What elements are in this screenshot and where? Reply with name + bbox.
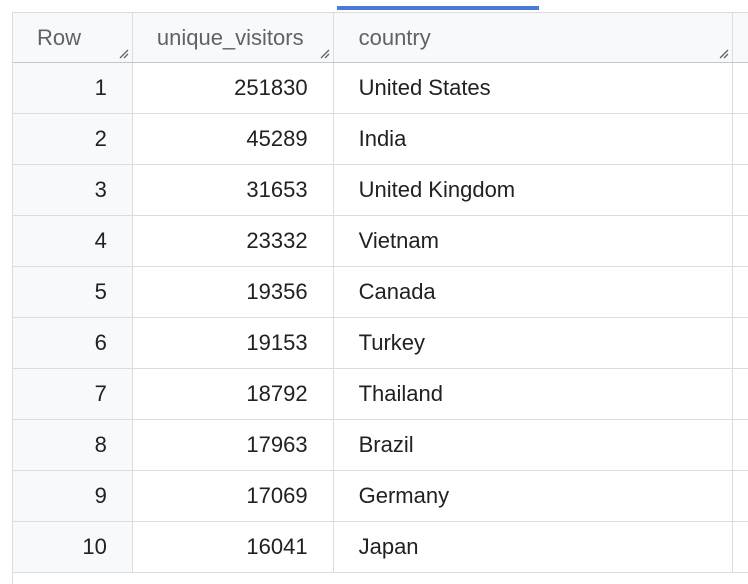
table-footer-strip (12, 573, 748, 584)
unique-visitors-cell[interactable]: 31653 (133, 165, 334, 215)
unique-visitors-cell[interactable]: 45289 (133, 114, 334, 164)
unique-visitors-cell[interactable]: 16041 (133, 522, 334, 572)
unique-visitors-cell[interactable]: 23332 (133, 216, 334, 266)
country-cell[interactable]: United Kingdom (334, 165, 734, 215)
table-row: 1 251830 United States (13, 63, 748, 114)
column-header-unique-visitors[interactable]: unique_visitors (132, 13, 334, 62)
column-header-country[interactable]: country (333, 13, 734, 62)
resize-handle-icon[interactable] (717, 47, 729, 59)
country-cell[interactable]: Turkey (334, 318, 734, 368)
active-tab-indicator (337, 6, 539, 10)
column-header-label: Row (37, 24, 82, 50)
row-edge (733, 318, 748, 368)
row-number-cell: 2 (13, 114, 133, 164)
row-edge (733, 114, 748, 164)
left-gutter (0, 0, 12, 584)
resize-handle-icon[interactable] (318, 47, 330, 59)
row-number-cell: 4 (13, 216, 133, 266)
table-row: 7 18792 Thailand (13, 369, 748, 420)
country-cell[interactable]: Canada (334, 267, 734, 317)
table-row: 5 19356 Canada (13, 267, 748, 318)
row-edge (733, 369, 748, 419)
row-edge (733, 165, 748, 215)
country-cell[interactable]: United States (334, 63, 734, 113)
row-edge (733, 471, 748, 521)
country-cell[interactable]: Japan (334, 522, 734, 572)
country-cell[interactable]: Germany (334, 471, 734, 521)
table-row: 9 17069 Germany (13, 471, 748, 522)
row-number-cell: 3 (13, 165, 133, 215)
table-header-row: Row unique_visitors country (13, 13, 748, 63)
row-edge (733, 63, 748, 113)
row-number-cell: 5 (13, 267, 133, 317)
table-row: 10 16041 Japan (13, 522, 748, 573)
unique-visitors-cell[interactable]: 17069 (133, 471, 334, 521)
country-cell[interactable]: Vietnam (334, 216, 734, 266)
resize-handle-icon[interactable] (117, 47, 129, 59)
row-number-cell: 9 (13, 471, 133, 521)
column-header-row[interactable]: Row (13, 13, 133, 62)
unique-visitors-cell[interactable]: 251830 (133, 63, 334, 113)
header-edge (733, 13, 748, 62)
results-table: Row unique_visitors country 1 251830 Uni… (12, 12, 748, 573)
unique-visitors-cell[interactable]: 19153 (133, 318, 334, 368)
table-row: 8 17963 Brazil (13, 420, 748, 471)
row-edge (733, 522, 748, 572)
row-number-cell: 7 (13, 369, 133, 419)
country-cell[interactable]: Thailand (334, 369, 734, 419)
unique-visitors-cell[interactable]: 19356 (133, 267, 334, 317)
row-number-cell: 1 (13, 63, 133, 113)
row-number-cell: 6 (13, 318, 133, 368)
row-edge (733, 267, 748, 317)
column-header-label: country (358, 24, 431, 50)
country-cell[interactable]: Brazil (334, 420, 734, 470)
row-edge (733, 216, 748, 266)
row-edge (733, 420, 748, 470)
table-row: 2 45289 India (13, 114, 748, 165)
row-number-cell: 8 (13, 420, 133, 470)
table-row: 6 19153 Turkey (13, 318, 748, 369)
column-header-label: unique_visitors (156, 24, 304, 50)
table-row: 4 23332 Vietnam (13, 216, 748, 267)
row-number-cell: 10 (13, 522, 133, 572)
unique-visitors-cell[interactable]: 17963 (133, 420, 334, 470)
table-row: 3 31653 United Kingdom (13, 165, 748, 216)
country-cell[interactable]: India (334, 114, 734, 164)
unique-visitors-cell[interactable]: 18792 (133, 369, 334, 419)
